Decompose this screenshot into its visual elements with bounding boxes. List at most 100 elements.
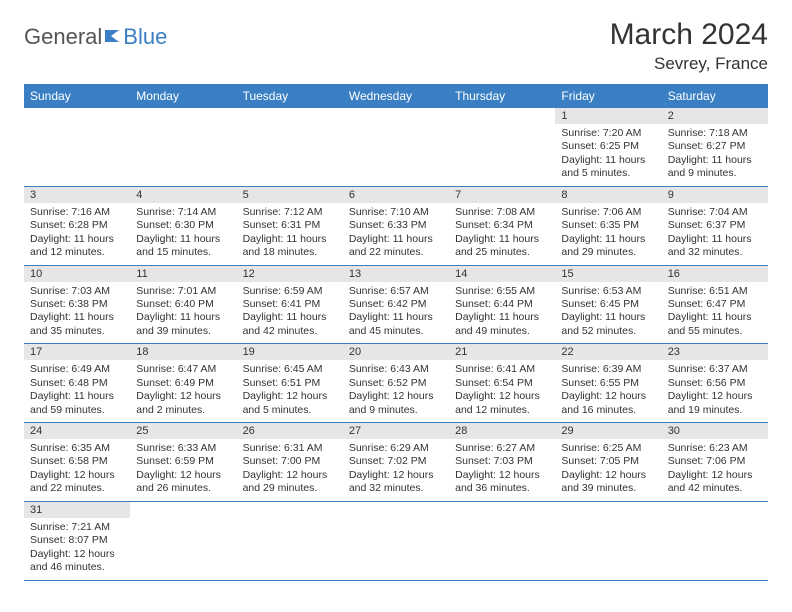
calendar-cell: 16Sunrise: 6:51 AMSunset: 6:47 PMDayligh… (662, 265, 768, 344)
calendar-cell: 22Sunrise: 6:39 AMSunset: 6:55 PMDayligh… (555, 344, 661, 423)
sunset-text: Sunset: 6:55 PM (561, 377, 655, 390)
day-body: Sunrise: 7:20 AMSunset: 6:25 PMDaylight:… (555, 124, 661, 186)
calendar-cell: 20Sunrise: 6:43 AMSunset: 6:52 PMDayligh… (343, 344, 449, 423)
sunset-text: Sunset: 7:02 PM (349, 455, 443, 468)
calendar-cell: 3Sunrise: 7:16 AMSunset: 6:28 PMDaylight… (24, 186, 130, 265)
calendar-cell: 12Sunrise: 6:59 AMSunset: 6:41 PMDayligh… (237, 265, 343, 344)
calendar-cell-empty (662, 501, 768, 580)
sunrise-text: Sunrise: 6:43 AM (349, 363, 443, 376)
day-body: Sunrise: 6:31 AMSunset: 7:00 PMDaylight:… (237, 439, 343, 501)
sunset-text: Sunset: 7:00 PM (243, 455, 337, 468)
calendar-cell: 19Sunrise: 6:45 AMSunset: 6:51 PMDayligh… (237, 344, 343, 423)
day-body: Sunrise: 6:47 AMSunset: 6:49 PMDaylight:… (130, 360, 236, 422)
day-number: 28 (449, 423, 555, 439)
sunrise-text: Sunrise: 7:01 AM (136, 285, 230, 298)
day-number: 23 (662, 344, 768, 360)
day-body: Sunrise: 6:51 AMSunset: 6:47 PMDaylight:… (662, 282, 768, 344)
daylight-text: Daylight: 11 hours and 12 minutes. (30, 233, 124, 260)
day-number: 30 (662, 423, 768, 439)
sunset-text: Sunset: 6:33 PM (349, 219, 443, 232)
daylight-text: Daylight: 12 hours and 2 minutes. (136, 390, 230, 417)
daylight-text: Daylight: 12 hours and 32 minutes. (349, 469, 443, 496)
day-body: Sunrise: 6:27 AMSunset: 7:03 PMDaylight:… (449, 439, 555, 501)
sunrise-text: Sunrise: 6:51 AM (668, 285, 762, 298)
calendar-cell: 24Sunrise: 6:35 AMSunset: 6:58 PMDayligh… (24, 423, 130, 502)
weekday-header: Saturday (662, 84, 768, 108)
daylight-text: Daylight: 12 hours and 29 minutes. (243, 469, 337, 496)
sunrise-text: Sunrise: 7:16 AM (30, 206, 124, 219)
sunrise-text: Sunrise: 7:21 AM (30, 521, 124, 534)
sunset-text: Sunset: 6:38 PM (30, 298, 124, 311)
day-number: 3 (24, 187, 130, 203)
day-number: 12 (237, 266, 343, 282)
sunrise-text: Sunrise: 6:57 AM (349, 285, 443, 298)
logo: General Blue (24, 18, 167, 50)
calendar-cell: 23Sunrise: 6:37 AMSunset: 6:56 PMDayligh… (662, 344, 768, 423)
daylight-text: Daylight: 11 hours and 49 minutes. (455, 311, 549, 338)
daylight-text: Daylight: 11 hours and 5 minutes. (561, 154, 655, 181)
sunset-text: Sunset: 6:42 PM (349, 298, 443, 311)
daylight-text: Daylight: 12 hours and 42 minutes. (668, 469, 762, 496)
sunset-text: Sunset: 6:27 PM (668, 140, 762, 153)
daylight-text: Daylight: 11 hours and 45 minutes. (349, 311, 443, 338)
day-body: Sunrise: 7:08 AMSunset: 6:34 PMDaylight:… (449, 203, 555, 265)
day-body: Sunrise: 6:41 AMSunset: 6:54 PMDaylight:… (449, 360, 555, 422)
day-number: 14 (449, 266, 555, 282)
day-body: Sunrise: 6:29 AMSunset: 7:02 PMDaylight:… (343, 439, 449, 501)
calendar-row: 10Sunrise: 7:03 AMSunset: 6:38 PMDayligh… (24, 265, 768, 344)
sunrise-text: Sunrise: 7:04 AM (668, 206, 762, 219)
day-body: Sunrise: 6:25 AMSunset: 7:05 PMDaylight:… (555, 439, 661, 501)
calendar-body: 1Sunrise: 7:20 AMSunset: 6:25 PMDaylight… (24, 108, 768, 580)
day-body: Sunrise: 7:16 AMSunset: 6:28 PMDaylight:… (24, 203, 130, 265)
calendar-cell: 7Sunrise: 7:08 AMSunset: 6:34 PMDaylight… (449, 186, 555, 265)
daylight-text: Daylight: 11 hours and 39 minutes. (136, 311, 230, 338)
day-number: 8 (555, 187, 661, 203)
day-body: Sunrise: 6:55 AMSunset: 6:44 PMDaylight:… (449, 282, 555, 344)
day-number: 21 (449, 344, 555, 360)
calendar-cell: 30Sunrise: 6:23 AMSunset: 7:06 PMDayligh… (662, 423, 768, 502)
day-number: 1 (555, 108, 661, 124)
calendar-cell: 5Sunrise: 7:12 AMSunset: 6:31 PMDaylight… (237, 186, 343, 265)
sunrise-text: Sunrise: 6:41 AM (455, 363, 549, 376)
calendar-cell: 17Sunrise: 6:49 AMSunset: 6:48 PMDayligh… (24, 344, 130, 423)
day-number: 7 (449, 187, 555, 203)
sunset-text: Sunset: 6:35 PM (561, 219, 655, 232)
sunset-text: Sunset: 6:49 PM (136, 377, 230, 390)
sunset-text: Sunset: 6:47 PM (668, 298, 762, 311)
sunrise-text: Sunrise: 6:39 AM (561, 363, 655, 376)
day-number: 25 (130, 423, 236, 439)
sunset-text: Sunset: 6:45 PM (561, 298, 655, 311)
daylight-text: Daylight: 11 hours and 35 minutes. (30, 311, 124, 338)
calendar-row: 3Sunrise: 7:16 AMSunset: 6:28 PMDaylight… (24, 186, 768, 265)
day-body: Sunrise: 7:21 AMSunset: 8:07 PMDaylight:… (24, 518, 130, 580)
calendar-cell-empty (343, 501, 449, 580)
calendar-cell-empty (130, 108, 236, 186)
daylight-text: Daylight: 12 hours and 26 minutes. (136, 469, 230, 496)
weekday-header-row: Sunday Monday Tuesday Wednesday Thursday… (24, 84, 768, 108)
calendar-row: 17Sunrise: 6:49 AMSunset: 6:48 PMDayligh… (24, 344, 768, 423)
calendar-cell: 8Sunrise: 7:06 AMSunset: 6:35 PMDaylight… (555, 186, 661, 265)
day-body: Sunrise: 6:53 AMSunset: 6:45 PMDaylight:… (555, 282, 661, 344)
day-number: 20 (343, 344, 449, 360)
daylight-text: Daylight: 11 hours and 18 minutes. (243, 233, 337, 260)
day-number: 4 (130, 187, 236, 203)
day-number: 24 (24, 423, 130, 439)
sunrise-text: Sunrise: 7:14 AM (136, 206, 230, 219)
day-body: Sunrise: 7:06 AMSunset: 6:35 PMDaylight:… (555, 203, 661, 265)
day-body: Sunrise: 6:35 AMSunset: 6:58 PMDaylight:… (24, 439, 130, 501)
sunrise-text: Sunrise: 6:33 AM (136, 442, 230, 455)
day-number: 17 (24, 344, 130, 360)
daylight-text: Daylight: 12 hours and 12 minutes. (455, 390, 549, 417)
sunset-text: Sunset: 6:56 PM (668, 377, 762, 390)
sunset-text: Sunset: 6:30 PM (136, 219, 230, 232)
calendar-cell: 27Sunrise: 6:29 AMSunset: 7:02 PMDayligh… (343, 423, 449, 502)
daylight-text: Daylight: 12 hours and 22 minutes. (30, 469, 124, 496)
day-number: 15 (555, 266, 661, 282)
header: General Blue March 2024 Sevrey, France (24, 18, 768, 74)
sunrise-text: Sunrise: 7:12 AM (243, 206, 337, 219)
sunrise-text: Sunrise: 7:10 AM (349, 206, 443, 219)
calendar-cell-empty (237, 108, 343, 186)
sunset-text: Sunset: 6:58 PM (30, 455, 124, 468)
daylight-text: Daylight: 12 hours and 16 minutes. (561, 390, 655, 417)
daylight-text: Daylight: 11 hours and 59 minutes. (30, 390, 124, 417)
